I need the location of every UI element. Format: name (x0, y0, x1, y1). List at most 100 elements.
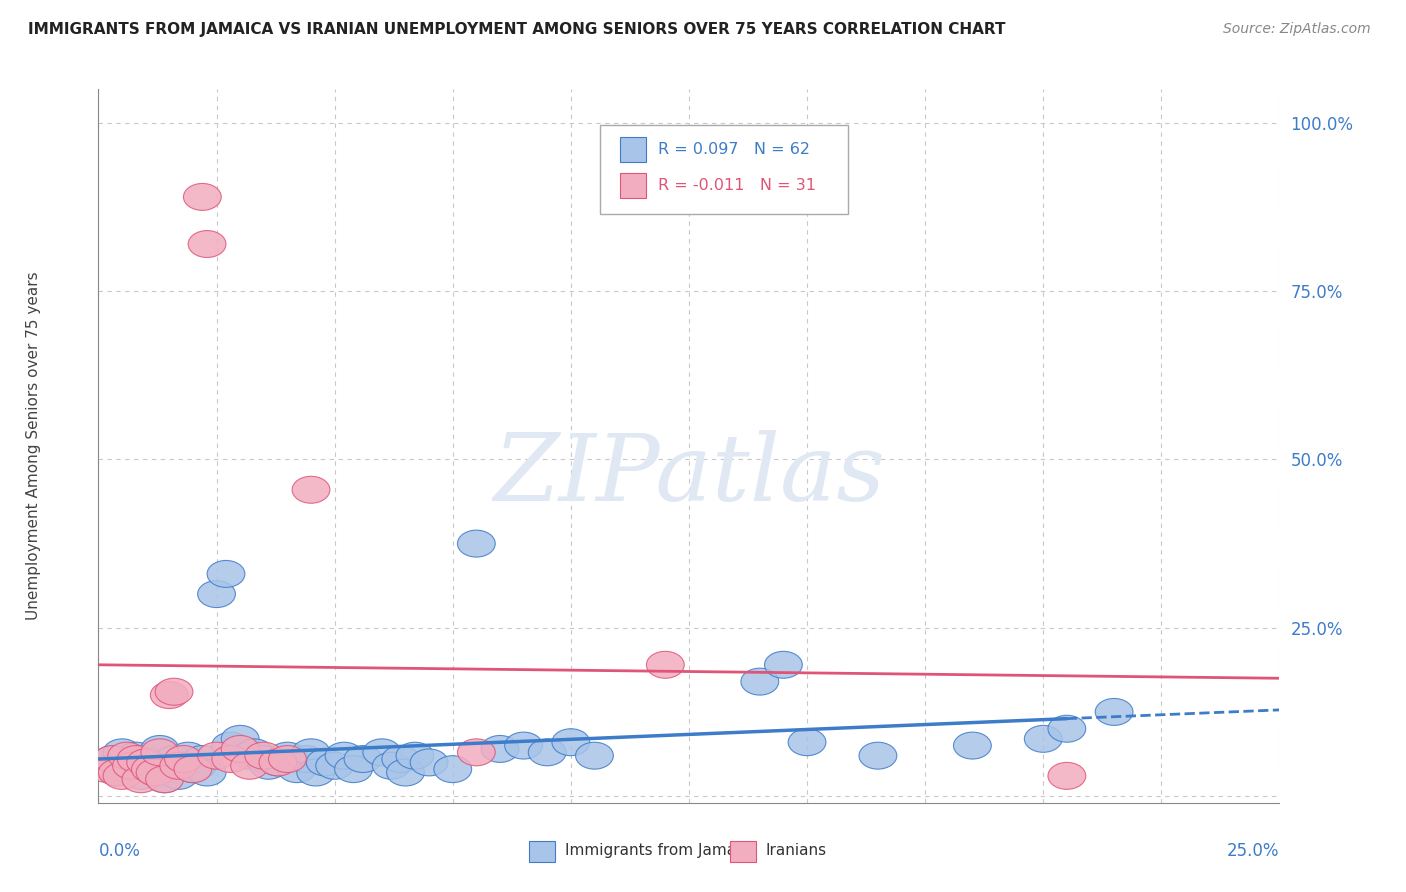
Text: R = -0.011   N = 31: R = -0.011 N = 31 (658, 178, 817, 193)
Ellipse shape (344, 746, 382, 772)
Ellipse shape (112, 752, 150, 780)
Ellipse shape (287, 746, 325, 772)
Ellipse shape (136, 759, 174, 786)
Ellipse shape (174, 756, 212, 782)
Ellipse shape (307, 749, 344, 776)
Ellipse shape (150, 681, 188, 708)
Ellipse shape (132, 756, 169, 782)
Ellipse shape (529, 739, 567, 765)
Ellipse shape (132, 752, 169, 780)
Text: ZIPatlas: ZIPatlas (494, 430, 884, 519)
Ellipse shape (765, 651, 803, 678)
Ellipse shape (1095, 698, 1133, 725)
Ellipse shape (136, 759, 174, 786)
Ellipse shape (103, 739, 141, 765)
Ellipse shape (103, 763, 141, 789)
Ellipse shape (647, 651, 685, 678)
Ellipse shape (373, 752, 411, 780)
Ellipse shape (165, 749, 202, 776)
Ellipse shape (221, 736, 259, 763)
Bar (620, 173, 647, 198)
Text: R = 0.097   N = 62: R = 0.097 N = 62 (658, 143, 810, 157)
Ellipse shape (553, 729, 589, 756)
Ellipse shape (212, 746, 250, 772)
Ellipse shape (221, 725, 259, 752)
Ellipse shape (89, 756, 127, 782)
Ellipse shape (188, 759, 226, 786)
Bar (730, 840, 756, 862)
Ellipse shape (297, 759, 335, 786)
Ellipse shape (127, 746, 165, 772)
Bar (620, 137, 647, 162)
Ellipse shape (198, 742, 235, 769)
Ellipse shape (127, 749, 165, 776)
Ellipse shape (183, 184, 221, 211)
Ellipse shape (411, 749, 449, 776)
FancyBboxPatch shape (600, 125, 848, 214)
Ellipse shape (212, 732, 250, 759)
Ellipse shape (146, 765, 183, 793)
Ellipse shape (250, 752, 287, 780)
Ellipse shape (108, 742, 146, 769)
Text: IMMIGRANTS FROM JAMAICA VS IRANIAN UNEMPLOYMENT AMONG SENIORS OVER 75 YEARS CORR: IMMIGRANTS FROM JAMAICA VS IRANIAN UNEMP… (28, 22, 1005, 37)
Ellipse shape (112, 749, 150, 776)
Ellipse shape (789, 729, 825, 756)
Ellipse shape (259, 749, 297, 776)
Ellipse shape (481, 736, 519, 763)
Ellipse shape (231, 742, 269, 769)
Ellipse shape (160, 763, 198, 789)
Ellipse shape (117, 742, 155, 769)
Ellipse shape (183, 746, 221, 772)
Ellipse shape (188, 230, 226, 258)
Ellipse shape (245, 746, 283, 772)
Ellipse shape (457, 739, 495, 765)
Ellipse shape (859, 742, 897, 769)
Ellipse shape (292, 739, 330, 765)
Bar (530, 840, 555, 862)
Ellipse shape (434, 756, 471, 782)
Text: Source: ZipAtlas.com: Source: ZipAtlas.com (1223, 22, 1371, 37)
Ellipse shape (141, 739, 179, 765)
Ellipse shape (231, 752, 269, 780)
Text: Immigrants from Jamaica: Immigrants from Jamaica (565, 843, 758, 858)
Ellipse shape (505, 732, 543, 759)
Ellipse shape (98, 759, 136, 786)
Ellipse shape (245, 742, 283, 769)
Ellipse shape (953, 732, 991, 759)
Ellipse shape (174, 756, 212, 782)
Ellipse shape (108, 756, 146, 782)
Ellipse shape (1047, 763, 1085, 789)
Ellipse shape (1047, 715, 1085, 742)
Ellipse shape (269, 742, 307, 769)
Ellipse shape (335, 756, 373, 782)
Ellipse shape (122, 763, 160, 789)
Ellipse shape (1025, 725, 1062, 752)
Ellipse shape (165, 746, 202, 772)
Ellipse shape (150, 756, 188, 782)
Ellipse shape (396, 742, 434, 769)
Ellipse shape (160, 752, 198, 780)
Ellipse shape (382, 746, 419, 772)
Ellipse shape (325, 742, 363, 769)
Ellipse shape (146, 765, 183, 793)
Text: 0.0%: 0.0% (98, 842, 141, 860)
Ellipse shape (269, 746, 307, 772)
Ellipse shape (292, 476, 330, 503)
Text: 25.0%: 25.0% (1227, 842, 1279, 860)
Ellipse shape (94, 746, 132, 772)
Ellipse shape (316, 752, 353, 780)
Ellipse shape (198, 581, 235, 607)
Ellipse shape (207, 560, 245, 587)
Text: Iranians: Iranians (766, 843, 827, 858)
Ellipse shape (169, 742, 207, 769)
Text: Unemployment Among Seniors over 75 years: Unemployment Among Seniors over 75 years (25, 272, 41, 620)
Ellipse shape (387, 759, 425, 786)
Ellipse shape (457, 530, 495, 558)
Ellipse shape (117, 746, 155, 772)
Ellipse shape (235, 739, 273, 765)
Ellipse shape (89, 752, 127, 780)
Ellipse shape (741, 668, 779, 695)
Ellipse shape (259, 749, 297, 776)
Ellipse shape (278, 756, 316, 782)
Ellipse shape (155, 746, 193, 772)
